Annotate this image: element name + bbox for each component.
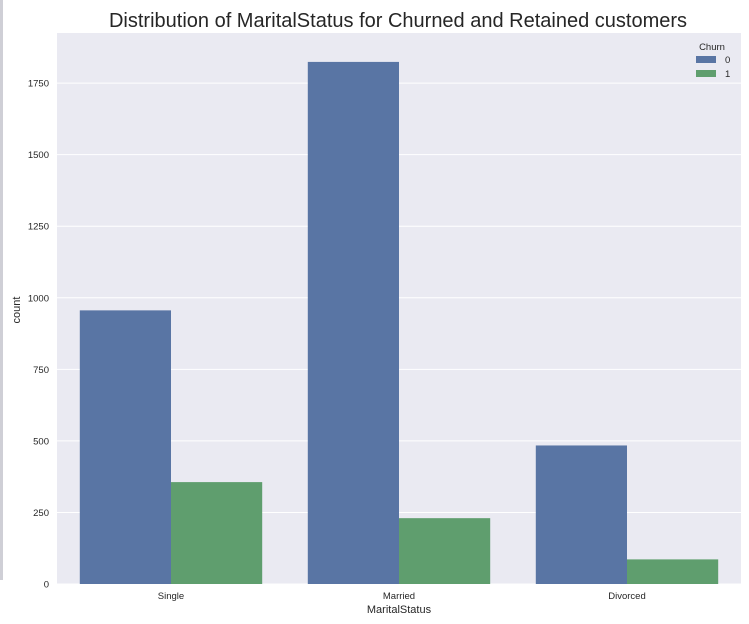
legend: Churn 0 1 <box>696 42 730 80</box>
y-tick-label: 1500 <box>28 150 49 161</box>
bar-married-churn-0 <box>307 61 399 585</box>
x-axis-ticks: Single Married Divorced <box>158 591 646 602</box>
y-tick-label: 500 <box>33 436 49 447</box>
bar-divorced-churn-0 <box>535 445 627 584</box>
y-tick-label: 750 <box>33 365 49 376</box>
bar-single-churn-1 <box>171 482 263 584</box>
legend-item-1: 1 <box>696 69 730 80</box>
bar-married-churn-1 <box>399 518 491 584</box>
chart-title: Distribution of MaritalStatus for Churne… <box>109 10 687 32</box>
y-tick-label: 1000 <box>28 293 49 304</box>
legend-swatch-0 <box>696 56 716 63</box>
y-tick-label: 1750 <box>28 79 49 90</box>
left-edge-strip <box>0 0 3 580</box>
legend-title: Churn <box>699 42 725 53</box>
x-tick-label: Single <box>158 591 184 602</box>
legend-swatch-1 <box>696 70 716 77</box>
x-tick-label: Married <box>383 591 415 602</box>
bar-single-churn-0 <box>79 310 171 584</box>
bar-divorced-churn-1 <box>627 559 719 584</box>
y-tick-label: 250 <box>33 508 49 519</box>
y-tick-label: 1250 <box>28 222 49 233</box>
legend-label-0: 0 <box>725 55 730 66</box>
x-axis-label: MaritalStatus <box>367 604 432 616</box>
y-tick-label: 0 <box>44 580 49 591</box>
legend-item-0: 0 <box>696 55 730 66</box>
x-tick-label: Divorced <box>608 591 646 602</box>
y-axis-ticks: 0 250 500 750 1000 1250 1500 1750 <box>28 79 49 591</box>
y-axis-label: count <box>11 297 23 324</box>
legend-label-1: 1 <box>725 69 730 80</box>
bars <box>79 61 719 585</box>
